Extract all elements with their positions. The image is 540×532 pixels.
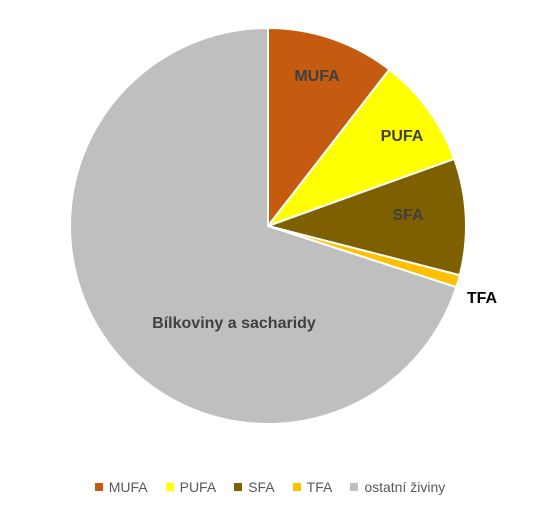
legend-item-tfa: TFA <box>292 479 333 495</box>
legend-item-pufa: PUFA <box>165 479 217 495</box>
legend-swatch-tfa <box>292 483 301 491</box>
legend-label-tfa: TFA <box>306 479 333 495</box>
legend-swatch-pufa <box>165 483 174 491</box>
slice-label-pufa: PUFA <box>381 128 424 145</box>
slice-label-tfa: TFA <box>467 290 498 307</box>
pie-slice-sfa <box>267 157 467 277</box>
legend-swatch-sfa <box>234 483 243 491</box>
chart-legend: MUFA PUFA SFA TFA ostatní živiny <box>0 479 540 495</box>
slice-label-ostatni: Bílkoviny a sacharidy <box>152 315 316 332</box>
legend-label-ostatni: ostatní živiny <box>364 479 446 495</box>
legend-item-mufa: MUFA <box>94 479 148 495</box>
pie-slice-ostatni <box>69 27 458 425</box>
pie-chart-svg: MUFA PUFA SFA TFA Bílkoviny a sacharidy <box>69 27 498 425</box>
pie-slice-mufa <box>267 27 391 227</box>
legend-label-sfa: SFA <box>248 479 275 495</box>
legend-swatch-mufa <box>94 483 103 491</box>
slice-label-mufa: MUFA <box>294 68 340 85</box>
legend-label-mufa: MUFA <box>108 479 148 495</box>
legend-item-ostatni: ostatní živiny <box>350 479 445 495</box>
legend-label-pufa: PUFA <box>179 479 217 495</box>
legend-swatch-ostatni <box>350 483 359 491</box>
slice-label-sfa: SFA <box>392 207 424 224</box>
legend-item-sfa: SFA <box>234 479 275 495</box>
pie-slice-pufa <box>267 68 456 227</box>
